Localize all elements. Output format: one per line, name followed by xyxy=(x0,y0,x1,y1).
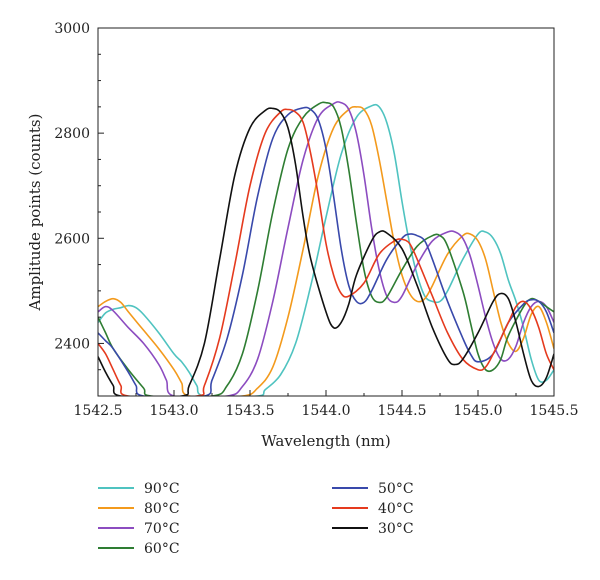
legend-label: 50°C xyxy=(378,481,414,497)
y-axis-title: Amplitude points (counts) xyxy=(26,114,44,312)
series-line-30c xyxy=(98,107,554,396)
y-tick-label: 2400 xyxy=(54,336,90,352)
legend-label: 90°C xyxy=(144,481,180,497)
series-line-90c xyxy=(98,103,554,396)
x-tick-label: 1545.0 xyxy=(454,403,503,419)
legend-label: 80°C xyxy=(144,501,180,517)
legend: 90°C 80°C 70°C 60°C 50°C 40°C 30°C xyxy=(98,481,414,557)
series-layer xyxy=(98,101,554,396)
x-tick-label: 1545.5 xyxy=(530,403,579,419)
series-line-40c xyxy=(98,108,554,396)
legend-label: 70°C xyxy=(144,521,180,537)
x-axis-title: Wavelength (nm) xyxy=(261,432,390,450)
x-tick-label: 1543.5 xyxy=(226,403,275,419)
legend-label: 40°C xyxy=(378,501,414,517)
series-line-50c xyxy=(98,106,554,396)
y-tick-label: 2800 xyxy=(54,126,90,142)
x-tick-label: 1544.0 xyxy=(302,403,351,419)
x-tick-label: 1542.5 xyxy=(74,403,123,419)
y-tick-label: 2600 xyxy=(54,231,90,247)
legend-label: 30°C xyxy=(378,521,414,537)
ticks-layer: 1542.5 1543.0 1543.5 1544.0 1544.5 1545.0 1545… xyxy=(54,21,578,419)
x-tick-label: 1544.5 xyxy=(378,403,427,419)
x-tick-label: 1543.0 xyxy=(150,403,199,419)
series-line-80c xyxy=(98,105,554,396)
legend-label: 60°C xyxy=(144,541,180,557)
y-tick-label: 3000 xyxy=(54,21,90,37)
plot-frame xyxy=(97,27,555,397)
